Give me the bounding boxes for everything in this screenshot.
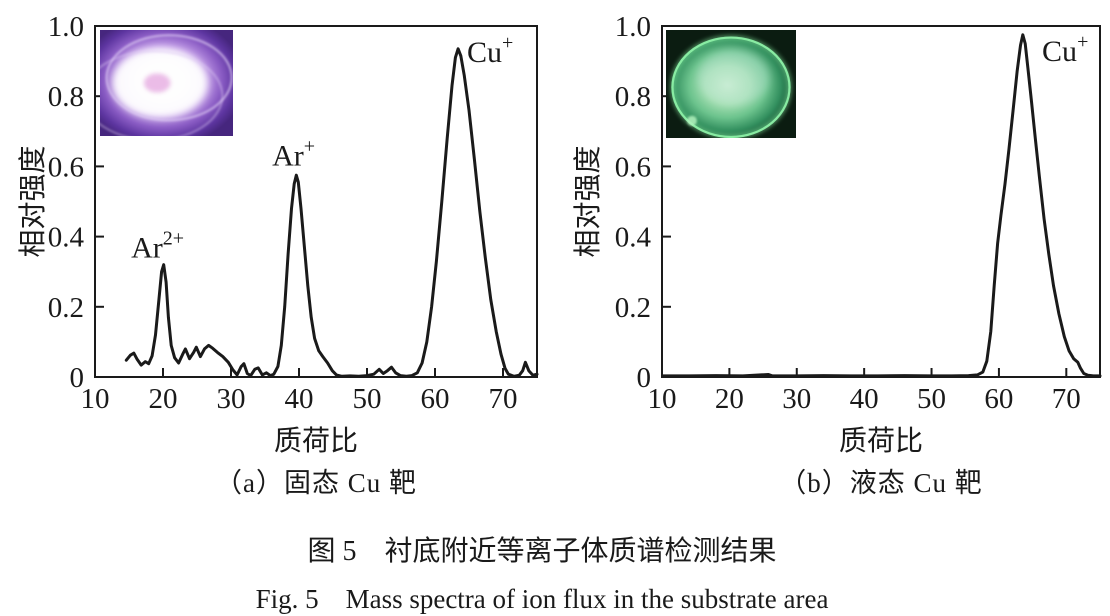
solid-cu-target-plasma-photo [100, 30, 233, 136]
plasma-rim-ring [671, 36, 791, 138]
x-tick-label: 60 [421, 383, 450, 415]
spectrum-curve [661, 33, 1102, 378]
plasma-ring-outer [105, 34, 233, 122]
plasma-ring-lower [100, 50, 224, 136]
y-tick-label: 0.2 [48, 292, 84, 324]
figure-caption-en: Fig. 5 Mass spectra of ion flux in the s… [255, 584, 829, 614]
x-tick-label: 20 [715, 383, 744, 415]
mass-spectrum-chart-liquid-cu: 10 20 30 40 50 60 70 0 0.2 0.4 0.6 0.8 1.0 质荷比 相对强度 Cu+ [572, 11, 1102, 457]
x-tick-label: 40 [850, 383, 879, 415]
peak-label: Ar2+ [131, 228, 184, 265]
x-tick-label: 30 [217, 383, 246, 415]
x-tick-label: 70 [489, 383, 518, 415]
y-tick-label: 0.6 [48, 151, 84, 183]
x-tick-label: 20 [149, 383, 178, 415]
y-tick-label: 1.0 [615, 11, 651, 43]
peak-label: Cu+ [467, 32, 513, 69]
y-tick-label: 1.0 [48, 11, 84, 43]
spectrum-curve [124, 47, 539, 378]
x-tick-label: 70 [1052, 383, 1081, 415]
plasma-cyan-halo [697, 49, 770, 106]
subcaption-a: （a）固态 Cu 靶 [215, 468, 417, 498]
y-tick-label: 0.8 [48, 81, 84, 113]
x-tick-label: 10 [81, 383, 110, 415]
x-tick-label: 50 [353, 383, 382, 415]
plasma-center-spot [143, 73, 171, 93]
x-axis-label: 质荷比 [274, 425, 358, 455]
y-axis-label: 相对强度 [572, 145, 604, 257]
subcaption-b: （b）液态 Cu 靶 [779, 468, 983, 498]
figure-caption-zh: 图 5 衬底附近等离子体质谱检测结果 [307, 536, 777, 567]
panel-liquid-cu-target: 10 20 30 40 50 60 70 0 0.2 0.4 0.6 0.8 1.0 质荷比 相对强度 Cu+… [555, 0, 1110, 500]
x-tick-label: 50 [917, 383, 946, 415]
y-tick-label: 0 [70, 362, 85, 394]
x-tick-label: 40 [285, 383, 314, 415]
liquid-cu-target-plasma-photo [666, 30, 796, 138]
y-tick-label: 0.4 [48, 222, 85, 254]
y-tick-label: 0.8 [615, 81, 651, 113]
x-tick-label: 10 [648, 383, 677, 415]
y-axis-label: 相对强度 [17, 145, 49, 257]
x-tick-label: 60 [984, 383, 1013, 415]
x-tick-label: 30 [782, 383, 811, 415]
plasma-bright-spot [687, 115, 697, 126]
peak-label: Ar+ [272, 135, 315, 172]
panel-solid-cu-target: 10 20 30 40 50 60 70 0 0.2 0.4 0.6 0.8 1.0 质荷比 相对强度 Ar2… [0, 0, 555, 500]
y-tick-label: 0.2 [615, 292, 651, 324]
mass-spectrum-chart-solid-cu: 10 20 30 40 50 60 70 0 0.2 0.4 0.6 0.8 1.0 质荷比 相对强度 Ar2… [17, 11, 539, 457]
peak-label: Cu+ [1042, 31, 1088, 68]
y-tick-label: 0 [637, 362, 652, 394]
y-tick-label: 0.4 [615, 222, 652, 254]
y-tick-label: 0.6 [615, 151, 651, 183]
plot-frame [94, 25, 538, 378]
x-axis-label: 质荷比 [839, 425, 923, 455]
